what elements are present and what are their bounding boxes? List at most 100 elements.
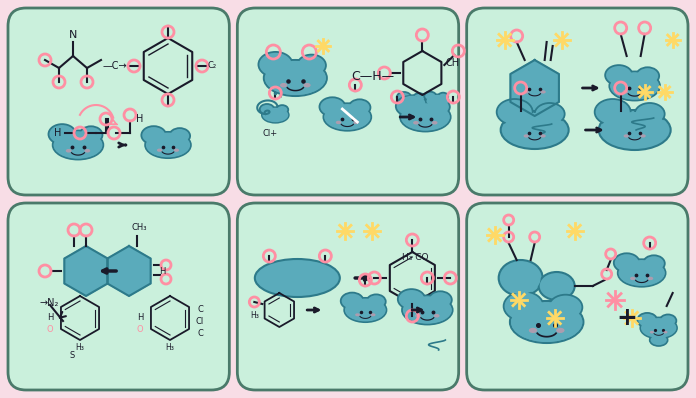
FancyBboxPatch shape [8,8,230,195]
Text: N: N [69,30,77,40]
Ellipse shape [438,93,448,100]
Ellipse shape [610,72,659,100]
Ellipse shape [413,121,419,125]
Text: H: H [47,314,53,322]
Text: S: S [70,351,74,361]
FancyBboxPatch shape [466,203,688,390]
Ellipse shape [157,148,162,152]
Ellipse shape [141,126,166,144]
Ellipse shape [345,298,386,322]
Ellipse shape [622,90,628,94]
Ellipse shape [640,134,646,138]
Ellipse shape [401,103,450,131]
Ellipse shape [297,55,326,76]
Ellipse shape [425,92,436,101]
Ellipse shape [429,291,452,308]
Ellipse shape [648,277,654,280]
Ellipse shape [434,314,440,318]
Ellipse shape [398,289,425,309]
Ellipse shape [511,302,583,342]
Text: Cl+: Cl+ [263,129,278,137]
Ellipse shape [396,96,423,116]
Ellipse shape [262,108,288,122]
FancyBboxPatch shape [466,8,688,195]
Ellipse shape [427,98,450,115]
Ellipse shape [638,313,657,328]
Ellipse shape [541,134,546,138]
Ellipse shape [619,260,665,286]
Text: H₃: H₃ [166,343,175,353]
Ellipse shape [400,103,450,131]
Ellipse shape [79,126,102,144]
Text: H: H [136,114,143,124]
Ellipse shape [599,110,671,150]
Ellipse shape [319,97,345,116]
Polygon shape [64,246,108,296]
Ellipse shape [605,65,633,85]
Ellipse shape [523,134,529,138]
Ellipse shape [641,318,677,338]
Ellipse shape [264,60,327,96]
Text: Cl: Cl [196,318,204,326]
Ellipse shape [497,99,532,125]
Ellipse shape [640,318,677,338]
FancyBboxPatch shape [237,203,459,390]
Ellipse shape [529,328,537,333]
Ellipse shape [636,67,659,84]
Ellipse shape [174,148,179,152]
Ellipse shape [403,297,452,324]
Ellipse shape [53,131,103,160]
Ellipse shape [498,260,543,296]
Text: H₃ CO: H₃ CO [402,254,429,263]
Ellipse shape [341,293,363,309]
Ellipse shape [426,95,448,107]
Ellipse shape [371,313,376,316]
FancyBboxPatch shape [237,8,459,195]
Ellipse shape [618,259,665,287]
Text: H: H [54,128,62,138]
Ellipse shape [258,52,292,77]
Ellipse shape [303,83,310,88]
Ellipse shape [500,111,569,149]
Ellipse shape [399,96,426,111]
Ellipse shape [535,103,564,125]
Text: C—H—: C—H— [351,70,394,82]
Ellipse shape [335,121,341,124]
Ellipse shape [630,277,635,280]
Ellipse shape [650,331,654,334]
Ellipse shape [503,113,567,147]
Ellipse shape [614,253,640,272]
Ellipse shape [84,149,90,152]
Ellipse shape [641,90,647,94]
Ellipse shape [548,295,583,320]
Ellipse shape [397,92,411,103]
Text: H: H [137,314,143,322]
Text: →N₂: →N₂ [40,298,59,308]
Ellipse shape [345,298,386,322]
Ellipse shape [260,104,274,115]
Ellipse shape [54,131,102,159]
Ellipse shape [556,328,564,333]
Text: C₂: C₂ [208,62,217,70]
Text: CH₃: CH₃ [132,224,147,232]
Text: H₃: H₃ [250,312,259,320]
Ellipse shape [324,103,371,131]
Ellipse shape [355,313,360,316]
Ellipse shape [504,292,544,321]
Ellipse shape [539,272,575,300]
Ellipse shape [541,90,546,94]
Text: C: C [197,306,203,314]
Ellipse shape [402,296,452,324]
Ellipse shape [415,314,421,318]
FancyBboxPatch shape [8,203,230,390]
Ellipse shape [264,61,326,95]
Text: O: O [136,326,143,334]
Text: O: O [47,326,54,334]
Ellipse shape [49,124,76,144]
Ellipse shape [354,121,359,124]
Text: CH: CH [445,58,459,68]
Text: C: C [197,330,203,339]
Text: +: + [616,306,637,330]
Ellipse shape [649,334,667,346]
Polygon shape [107,246,150,296]
